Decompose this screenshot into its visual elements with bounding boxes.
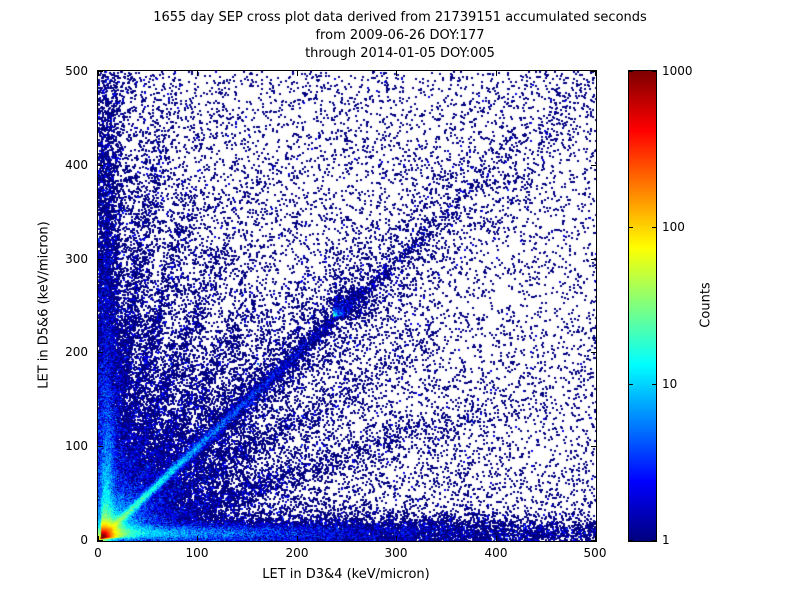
y-tick-mark	[98, 352, 103, 353]
colorbar-tick-mark	[652, 227, 656, 228]
y-tick-label: 0	[80, 533, 88, 547]
x-tick-mark	[98, 71, 99, 76]
x-tick-label: 500	[583, 546, 607, 560]
x-tick-mark	[98, 536, 99, 541]
x-axis-label: LET in D3&4 (keV/micron)	[262, 567, 430, 582]
y-tick-mark	[591, 352, 596, 353]
colorbar-tick-mark	[629, 540, 633, 541]
y-tick-mark	[591, 446, 596, 447]
y-tick-mark	[98, 446, 103, 447]
y-tick-mark	[591, 259, 596, 260]
x-tick-label: 100	[185, 546, 209, 560]
colorbar-tick-mark	[652, 384, 656, 385]
colorbar-label: Counts	[698, 282, 714, 328]
y-tick-mark	[591, 540, 596, 541]
chart-subtitle-from: from 2009-06-26 DOY:177	[315, 28, 485, 43]
x-tick-mark	[297, 536, 298, 541]
chart-subtitle-through: through 2014-01-05 DOY:005	[305, 46, 495, 61]
x-tick-mark	[197, 536, 198, 541]
colorbar-tick-mark	[652, 540, 656, 541]
colorbar-tick-label: 10	[662, 377, 678, 391]
x-tick-mark	[595, 536, 596, 541]
x-tick-mark	[396, 536, 397, 541]
y-tick-mark	[98, 540, 103, 541]
chart-title-block: 1655 day SEP cross plot data derived fro…	[0, 9, 800, 63]
colorbar	[628, 70, 657, 542]
y-tick-mark	[98, 165, 103, 166]
x-tick-mark	[595, 71, 596, 76]
x-tick-label: 200	[285, 546, 309, 560]
x-tick-label: 300	[384, 546, 408, 560]
scatter-canvas	[98, 71, 596, 541]
x-tick-label: 0	[94, 546, 102, 560]
colorbar-tick-label: 1	[662, 533, 670, 547]
colorbar-tick-label: 1000	[662, 64, 693, 78]
x-tick-mark	[396, 71, 397, 76]
y-tick-label: 100	[65, 439, 88, 453]
y-axis-label: LET in D5&6 (keV/micron)	[36, 221, 52, 389]
colorbar-tick-mark	[629, 71, 633, 72]
x-tick-mark	[197, 71, 198, 76]
colorbar-gradient	[629, 71, 656, 541]
y-tick-mark	[98, 259, 103, 260]
x-tick-label: 400	[484, 546, 508, 560]
x-tick-mark	[496, 536, 497, 541]
y-tick-label: 500	[65, 64, 88, 78]
colorbar-tick-mark	[629, 384, 633, 385]
y-tick-label: 200	[65, 345, 88, 359]
colorbar-tick-mark	[629, 227, 633, 228]
y-tick-label: 400	[65, 158, 88, 172]
colorbar-tick-label: 100	[662, 220, 685, 234]
colorbar-tick-mark	[652, 71, 656, 72]
y-tick-label: 300	[65, 252, 88, 266]
y-tick-mark	[98, 71, 103, 72]
plot-area	[97, 70, 597, 542]
x-tick-mark	[496, 71, 497, 76]
y-tick-mark	[591, 71, 596, 72]
x-tick-mark	[297, 71, 298, 76]
y-tick-mark	[591, 165, 596, 166]
chart-title: 1655 day SEP cross plot data derived fro…	[153, 10, 647, 25]
